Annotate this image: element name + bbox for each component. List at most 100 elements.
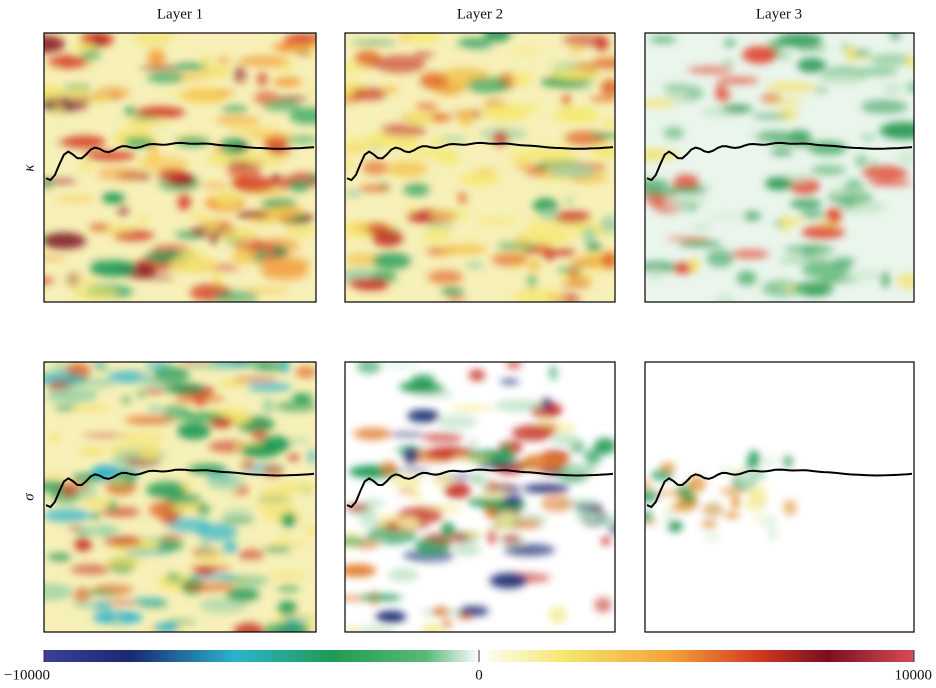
- field-blob: [351, 40, 398, 45]
- field-blob: [867, 180, 913, 186]
- field-blob: [665, 505, 674, 510]
- field-blob: [218, 122, 265, 127]
- field-blob: [246, 382, 292, 393]
- field-blob: [214, 117, 261, 124]
- field-blob: [345, 146, 373, 151]
- field-blob: [233, 65, 247, 84]
- field-blob: [810, 164, 847, 176]
- field-blob: [269, 148, 293, 156]
- field-blob: [522, 483, 570, 494]
- field-blob: [71, 287, 119, 300]
- field-blob: [800, 210, 827, 219]
- field-blob: [345, 61, 367, 74]
- field-blob: [201, 65, 231, 78]
- field-blob: [562, 197, 575, 205]
- field-blob: [44, 508, 91, 523]
- field-blob: [706, 249, 735, 268]
- field-blob: [44, 85, 64, 99]
- field-blob: [196, 523, 238, 541]
- field-blob: [810, 251, 833, 261]
- field-blob: [405, 206, 418, 213]
- column-title: Layer 3: [756, 6, 802, 22]
- field-blob: [229, 128, 271, 133]
- field-blob: [254, 364, 285, 372]
- field-blob: [345, 564, 377, 577]
- field-blob: [193, 565, 216, 577]
- field-blob: [103, 535, 142, 547]
- field-blob: [600, 215, 615, 234]
- field-blob: [904, 55, 914, 69]
- field-blob: [677, 240, 722, 247]
- field-blob: [345, 137, 364, 155]
- field-panel: [645, 362, 914, 632]
- field-blob: [215, 89, 236, 96]
- field-blob: [353, 427, 392, 441]
- field-blob: [499, 378, 520, 385]
- field-blob: [666, 236, 710, 241]
- interface-line: [346, 141, 614, 182]
- field-blob: [671, 501, 685, 513]
- field-blob: [53, 102, 63, 118]
- field-blob: [45, 393, 96, 402]
- field-blob: [520, 453, 569, 472]
- field-blob: [723, 511, 741, 519]
- field-blob: [371, 252, 412, 270]
- field-blob: [240, 458, 255, 470]
- field-blob: [500, 443, 511, 454]
- field-blob: [280, 534, 291, 539]
- field-blob: [44, 471, 64, 478]
- field-blob: [650, 469, 673, 481]
- field-blob: [415, 103, 438, 110]
- field-blob: [221, 105, 249, 114]
- field-blob: [403, 182, 430, 197]
- field-blob: [204, 218, 220, 236]
- field-blob: [226, 164, 262, 179]
- field-blob: [826, 207, 842, 224]
- field-blob: [777, 107, 799, 121]
- colorbar-tick-label: 10000: [895, 667, 933, 683]
- field-blob: [501, 494, 524, 507]
- field-blob: [358, 185, 390, 193]
- field-blob: [754, 515, 763, 525]
- field-blob: [380, 123, 427, 138]
- field-blob: [70, 564, 111, 575]
- field-blob: [107, 370, 149, 384]
- field-blob: [690, 224, 713, 231]
- field-blob: [512, 72, 532, 86]
- field-blob: [840, 42, 850, 52]
- field-blob: [107, 499, 118, 513]
- field-blob: [783, 499, 797, 516]
- field-blob: [440, 522, 455, 538]
- field-blob: [44, 179, 78, 184]
- field-blob: [531, 242, 552, 255]
- field-blob: [458, 605, 489, 617]
- field-blob: [576, 252, 615, 269]
- field-blob: [290, 45, 310, 53]
- field-blob: [148, 501, 183, 519]
- field-blob: [744, 499, 766, 512]
- field-blob: [235, 211, 272, 218]
- field-blob: [173, 63, 208, 71]
- field-blob: [91, 36, 107, 48]
- field-blob: [166, 619, 196, 625]
- field-blob: [284, 224, 316, 238]
- field-blob: [44, 583, 74, 601]
- field-blob: [180, 87, 228, 104]
- panel-frame: [344, 32, 616, 303]
- field-blobs: [645, 450, 797, 542]
- field-blob: [283, 617, 313, 622]
- field-blob: [737, 473, 760, 489]
- field-blob: [63, 135, 106, 149]
- field-blob: [500, 535, 521, 543]
- field-blob: [266, 124, 280, 132]
- field-blob: [194, 552, 227, 563]
- field-blob: [494, 399, 544, 412]
- field-blob: [238, 55, 288, 67]
- panel-frame: [344, 361, 616, 633]
- field-blob: [370, 145, 382, 150]
- field-blob: [199, 536, 211, 554]
- field-blob: [858, 67, 899, 76]
- field-blob: [645, 510, 654, 523]
- field-blob: [645, 480, 651, 489]
- field-blob: [177, 422, 211, 440]
